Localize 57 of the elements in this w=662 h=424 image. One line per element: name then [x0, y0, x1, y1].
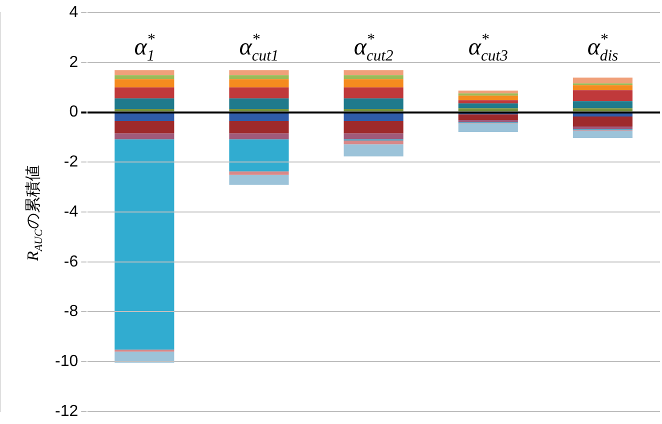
bar	[572, 85, 632, 90]
bar	[344, 98, 404, 110]
bar	[458, 108, 518, 112]
bar	[572, 116, 632, 127]
bar	[344, 113, 404, 122]
bar	[229, 139, 289, 172]
bar	[458, 114, 518, 120]
bar	[114, 352, 174, 363]
bar	[344, 133, 404, 140]
bar	[344, 70, 404, 76]
bar	[229, 133, 289, 140]
bar	[114, 87, 174, 98]
bar	[114, 139, 174, 350]
bar	[229, 121, 289, 134]
bar	[229, 87, 289, 98]
y-tick-label: -8	[64, 303, 78, 320]
bar	[344, 87, 404, 98]
bar	[458, 90, 518, 94]
bar	[114, 79, 174, 88]
bar	[572, 113, 632, 117]
bar	[572, 90, 632, 102]
bar	[344, 121, 404, 134]
bar	[114, 98, 174, 110]
bar	[229, 113, 289, 122]
bar	[344, 144, 404, 156]
bar	[458, 100, 518, 104]
y-tick-label: 2	[69, 54, 78, 71]
bar	[114, 75, 174, 80]
bar	[114, 121, 174, 134]
y-tick-label: -4	[64, 203, 78, 220]
y-tick-label: -10	[55, 352, 78, 370]
bar	[344, 79, 404, 88]
bar	[229, 98, 289, 110]
y-tick-label: -2	[64, 154, 78, 171]
bar	[458, 124, 518, 132]
y-axis-title: RAUCの累積値	[25, 165, 45, 262]
bar	[229, 171, 289, 175]
bar	[229, 70, 289, 76]
bar	[458, 103, 518, 108]
bar	[572, 101, 632, 108]
bar	[229, 79, 289, 88]
bar	[572, 78, 632, 84]
y-tick-label: -6	[64, 253, 78, 270]
bar	[344, 140, 404, 144]
bar	[458, 96, 518, 100]
y-tick-label: 4	[69, 4, 78, 22]
bar	[572, 130, 632, 138]
bar	[114, 133, 174, 140]
y-tick-label: -12	[55, 402, 78, 420]
bar	[114, 113, 174, 122]
y-tick-label: 0	[69, 104, 78, 121]
bar	[572, 108, 632, 112]
bar	[344, 75, 404, 80]
bar	[114, 70, 174, 76]
bar	[229, 174, 289, 185]
bar	[572, 126, 632, 130]
bar	[229, 75, 289, 80]
